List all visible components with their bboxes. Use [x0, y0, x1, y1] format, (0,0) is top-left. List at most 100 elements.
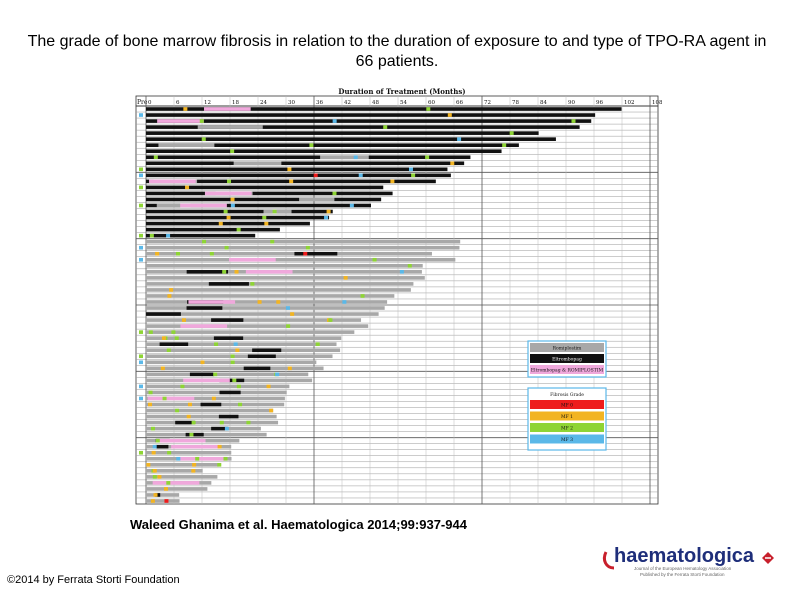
agent-switch-segment — [211, 318, 244, 322]
biopsy-marker — [200, 360, 205, 365]
biopsy-marker — [262, 215, 267, 220]
patient-bar — [146, 420, 279, 425]
biopsy-marker — [266, 384, 271, 389]
biopsy-marker — [174, 336, 179, 340]
agent-switch-segment — [213, 336, 244, 340]
month-tick-label: 54 — [400, 100, 407, 106]
biopsy-marker — [153, 155, 158, 160]
patient-bar — [146, 414, 277, 419]
month-tick-label: 30 — [288, 100, 295, 106]
combined-agent-segment — [180, 324, 228, 328]
biopsy-marker — [236, 384, 241, 389]
biopsy-marker — [426, 107, 431, 111]
biopsy-marker — [257, 300, 262, 304]
biopsy-marker — [332, 119, 337, 123]
biopsy-marker — [289, 179, 294, 184]
biopsy-marker — [236, 227, 241, 232]
biopsy-marker — [219, 420, 224, 425]
biopsy-marker — [272, 209, 277, 214]
biopsy-marker — [201, 137, 206, 141]
patient-bar — [146, 215, 330, 220]
patient-bar — [146, 119, 592, 123]
pre-biopsy-marker — [139, 257, 143, 262]
legend-agent-swatch — [530, 365, 604, 374]
pre-biopsy-marker — [139, 233, 143, 238]
agent-switch-segment — [219, 390, 241, 395]
patient-bar — [146, 330, 355, 334]
biopsy-marker — [224, 245, 229, 250]
biopsy-marker — [181, 318, 186, 322]
biopsy-marker — [457, 137, 462, 141]
month-tick-label: 18 — [232, 100, 239, 106]
biopsy-marker — [180, 384, 185, 389]
biopsy-marker — [360, 294, 365, 298]
month-tick-label: 66 — [456, 100, 463, 106]
treatment-bars — [139, 107, 622, 503]
biopsy-marker — [209, 251, 214, 256]
agent-switch-segment — [294, 251, 338, 256]
combined-agent-segment — [180, 203, 227, 208]
biopsy-marker — [226, 215, 231, 220]
biopsy-marker — [217, 444, 222, 449]
pre-biopsy-marker — [139, 185, 143, 190]
biopsy-marker — [246, 420, 251, 425]
patient-bar — [146, 294, 395, 298]
combined-agent-segment — [157, 119, 204, 123]
agent-switch-segment — [247, 354, 276, 359]
biopsy-marker — [353, 155, 358, 160]
biopsy-marker — [234, 270, 239, 274]
patient-bar — [146, 372, 309, 377]
month-tick-label: 72 — [484, 100, 491, 106]
patient-bar — [146, 257, 456, 262]
biopsy-marker — [250, 282, 255, 286]
biopsy-marker — [383, 125, 388, 129]
pre-biopsy-marker — [139, 360, 143, 365]
biopsy-marker-mf0 — [164, 499, 169, 503]
patient-bar — [146, 203, 371, 208]
month-tick-label: 96 — [596, 100, 603, 106]
pre-biopsy-marker — [139, 330, 143, 334]
biopsy-marker — [166, 481, 171, 485]
biopsy-marker — [155, 438, 160, 443]
legend-agent-label: Eltrombopag & ROMIPLOSTIM — [531, 368, 604, 374]
patient-bar — [146, 469, 203, 473]
patient-bar — [146, 233, 256, 238]
legend-agent-swatch — [530, 343, 604, 352]
agent-switch-segment — [186, 270, 229, 274]
patient-bar — [146, 450, 232, 455]
patient-bar — [146, 263, 423, 268]
patient-bar — [146, 432, 267, 437]
legend-grade-swatch — [530, 434, 604, 444]
pre-biopsy-marker — [139, 245, 143, 250]
agent-switch-segment — [185, 432, 204, 437]
agent-switch-segment — [155, 493, 161, 497]
biopsy-marker — [199, 119, 204, 123]
biopsy-marker — [152, 475, 157, 479]
biopsy-marker — [155, 251, 160, 256]
patient-bar — [146, 173, 451, 178]
patient-bar — [146, 221, 310, 226]
month-tick-label: 108+ — [652, 100, 662, 106]
legend-grade-label: MF 1 — [561, 414, 573, 420]
biopsy-marker — [191, 420, 196, 425]
legend-grade-swatch — [530, 400, 604, 409]
biopsy-marker — [160, 366, 165, 371]
pre-biopsy-marker — [139, 354, 143, 359]
biopsy-marker — [223, 209, 228, 214]
biopsy-marker — [189, 432, 194, 437]
agent-switch-segment — [233, 161, 282, 166]
biopsy-marker — [151, 450, 156, 455]
logo-subtext-1: Journal of the European Hematology Assoc… — [634, 566, 732, 571]
biopsy-marker — [148, 402, 153, 407]
agent-switch-segment — [159, 342, 189, 347]
biopsy-marker — [166, 233, 171, 238]
biopsy-marker — [276, 300, 281, 304]
biopsy-marker — [305, 245, 310, 250]
month-tick-label: 90 — [568, 100, 575, 106]
biopsy-marker — [175, 251, 180, 256]
agent-switch-segment — [155, 444, 169, 449]
biopsy-marker — [211, 396, 216, 401]
agent-switch-segment — [156, 203, 191, 208]
combined-agent-segment — [204, 191, 252, 196]
fibrosis-duration-figure: Duration of Treatment (Months) Pre 0 6 12 18… — [132, 86, 662, 506]
